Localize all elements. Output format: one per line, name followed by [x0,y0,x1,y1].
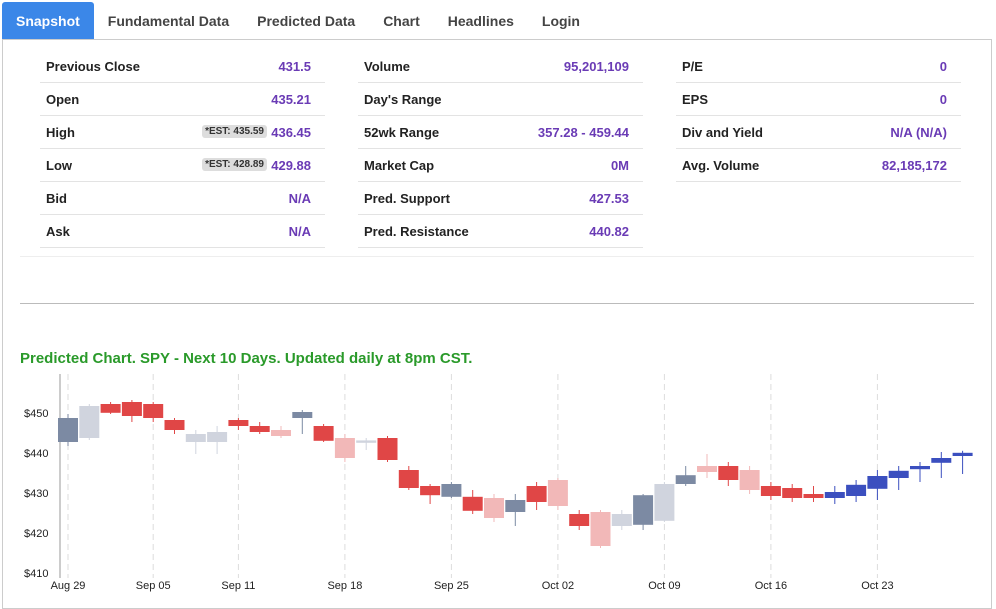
tab[interactable]: Snapshot [2,2,94,40]
stat-row: 52wk Range 357.28 - 459.44 [358,116,643,149]
stat-value: 357.28 - 459.44 [537,125,629,140]
stat-row: Low 429.88 *EST: 428.89 [40,149,325,182]
stat-label: Ask [46,224,70,239]
stat-label: Open [46,92,80,107]
stat-value: N/A [288,224,311,239]
tab[interactable]: Fundamental Data [107,13,230,29]
stat-value: 0 [939,59,947,74]
stat-value: 95,201,109 [563,59,629,74]
stat-value: 440.82 [589,224,629,239]
stat-row: Bid N/A [40,182,325,215]
stat-value: 436.45 [271,125,311,140]
stat-row: Volume 95,201,109 [358,50,643,83]
tab-bar: Snapshot Fundamental Data Predicted Data Ch… [2,2,594,40]
stat-value: N/A [288,191,311,206]
stat-row: Pred. Support 427.53 [358,182,643,215]
stat-value: 429.88 [271,158,311,173]
est-badge: *EST: 435.59 [202,125,267,138]
stat-value: N/A (N/A) [890,125,947,140]
chart-title: Predicted Chart. SPY - Next 10 Days. Upd… [20,350,473,367]
tab[interactable]: Predicted Data [257,13,356,29]
stat-label: P/E [682,59,703,74]
stat-row: Open 435.21 [40,83,325,116]
stat-label: Day's Range [364,92,442,107]
tab[interactable]: Chart [383,13,420,29]
stat-value: 0 [939,92,947,107]
stat-row: Pred. Resistance 440.82 [358,215,643,248]
stat-value: 435.21 [271,92,311,107]
stat-row: Day's Range [358,83,643,116]
stat-label: Market Cap [364,158,435,173]
stat-label: Avg. Volume [682,158,760,173]
stat-value: 82,185,172 [881,158,947,173]
stat-label: Previous Close [46,59,140,74]
stat-label: Pred. Support [364,191,450,206]
stat-label: EPS [682,92,709,107]
divider [20,303,974,304]
stat-value: 427.53 [589,191,629,206]
stat-row: P/E 0 [676,50,961,83]
stat-row: Div and Yield N/A (N/A) [676,116,961,149]
stat-label: Volume [364,59,410,74]
stat-label: Low [46,158,72,173]
stat-value: 0M [610,158,629,173]
stat-value: 431.5 [278,59,311,74]
divider [20,256,974,257]
stat-row: EPS 0 [676,83,961,116]
stat-row: Ask N/A [40,215,325,248]
stat-label: High [46,125,75,140]
stat-label: Bid [46,191,67,206]
tab[interactable]: Headlines [447,13,514,29]
stat-row: Market Cap 0M [358,149,643,182]
est-badge: *EST: 428.89 [202,158,267,171]
stat-label: 52wk Range [364,125,440,140]
stat-row: High 436.45 *EST: 435.59 [40,116,325,149]
stat-label: Div and Yield [682,125,763,140]
stat-label: Pred. Resistance [364,224,469,239]
tab[interactable]: Login [541,13,580,29]
stat-row: Avg. Volume 82,185,172 [676,149,961,182]
stat-row: Previous Close 431.5 [40,50,325,83]
